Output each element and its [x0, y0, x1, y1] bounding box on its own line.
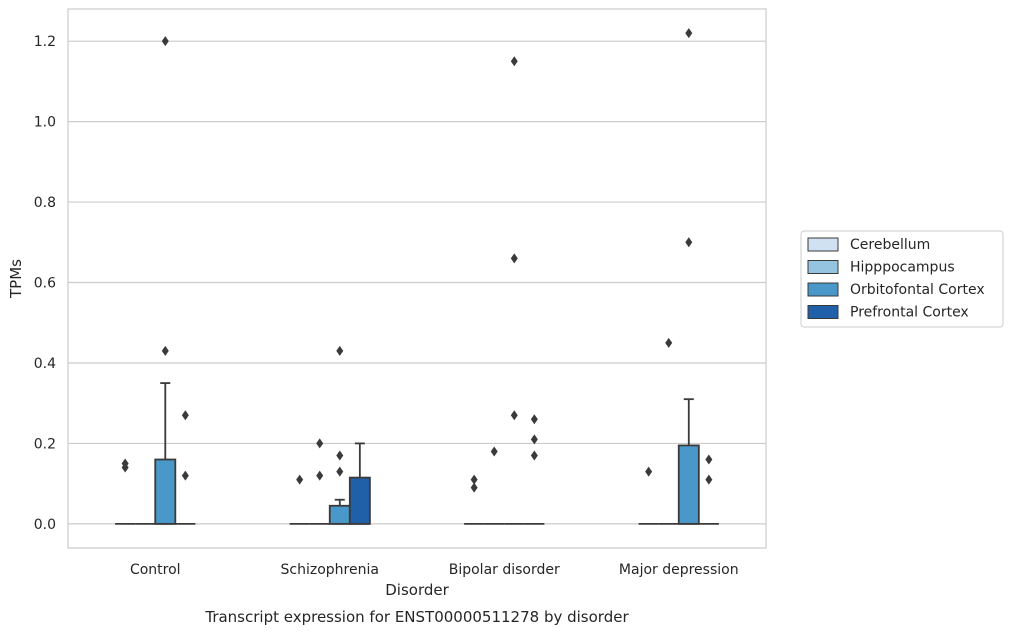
outlier-point	[336, 345, 344, 356]
outlier-point	[181, 410, 189, 421]
box-layer	[115, 382, 719, 525]
outlier-point	[510, 56, 518, 67]
outlier-point	[336, 466, 344, 477]
legend-swatch	[807, 282, 839, 297]
outlier-point	[510, 253, 518, 264]
outlier-point	[685, 237, 693, 248]
y-tick-label: 1.2	[34, 34, 56, 50]
x-tick-label: Schizophrenia	[281, 562, 379, 578]
x-tick-label: Major depression	[619, 562, 739, 578]
plot-frame	[67, 8, 767, 549]
outlier-point	[665, 337, 673, 348]
box-group	[677, 398, 700, 525]
outlier-point	[705, 474, 713, 485]
y-tick-label: 0.8	[34, 195, 56, 211]
outlier-point	[530, 434, 538, 445]
box-group	[348, 442, 371, 525]
outlier-point	[181, 470, 189, 481]
outlier-point	[470, 482, 478, 493]
x-tick-labels: Control Schizophrenia Bipolar disorder Majo…	[130, 562, 739, 578]
x-tick-label: Bipolar disorder	[449, 562, 560, 578]
chart-caption: Transcript expression for ENST0000051127…	[204, 608, 629, 626]
y-tick-labels: 0.0 0.2 0.4 0.6 0.8 1.0 1.2	[34, 34, 56, 533]
box-group	[154, 382, 177, 525]
outlier-point	[645, 466, 653, 477]
box-body	[328, 504, 351, 525]
legend-swatch	[807, 237, 839, 252]
outlier-point	[510, 410, 518, 421]
outlier-point	[685, 28, 693, 39]
outlier-point	[316, 438, 324, 449]
outlier-point	[530, 414, 538, 425]
y-tick-label: 0.6	[34, 276, 56, 292]
y-tick-label: 0.4	[34, 356, 56, 372]
legend-label: Cerebellum	[850, 237, 930, 253]
outlier-point	[705, 454, 713, 465]
legend-label: Orbitofontal Cortex	[850, 282, 985, 298]
outlier-point	[470, 474, 478, 485]
box-body	[677, 444, 700, 525]
box-group	[328, 498, 351, 525]
outlier-point	[490, 446, 498, 457]
x-tick-label: Control	[130, 562, 181, 578]
outlier-point	[530, 450, 538, 461]
y-tick-label: 0.2	[34, 436, 56, 452]
legend: Cerebellum Hipppocampus Orbitofontal Corte…	[800, 230, 1004, 328]
outlier-layer	[121, 28, 713, 493]
box-body	[348, 476, 371, 525]
legend-label: Hipppocampus	[850, 260, 955, 276]
y-axis-label: TPMs	[7, 259, 25, 299]
outlier-point	[296, 474, 304, 485]
y-tick-label: 0.0	[34, 517, 56, 533]
outlier-point	[161, 36, 169, 47]
outlier-point	[121, 458, 129, 469]
outlier-point	[316, 470, 324, 481]
box-body	[154, 458, 177, 525]
legend-swatch	[807, 305, 839, 319]
y-tick-label: 1.0	[34, 115, 56, 131]
legend-frame	[800, 230, 1004, 328]
outlier-point	[336, 450, 344, 461]
outlier-point	[161, 345, 169, 356]
legend-label: Prefrontal Cortex	[850, 305, 969, 321]
grid-layer	[68, 40, 766, 525]
x-axis-label: Disorder	[385, 581, 449, 599]
legend-swatch	[807, 260, 839, 274]
